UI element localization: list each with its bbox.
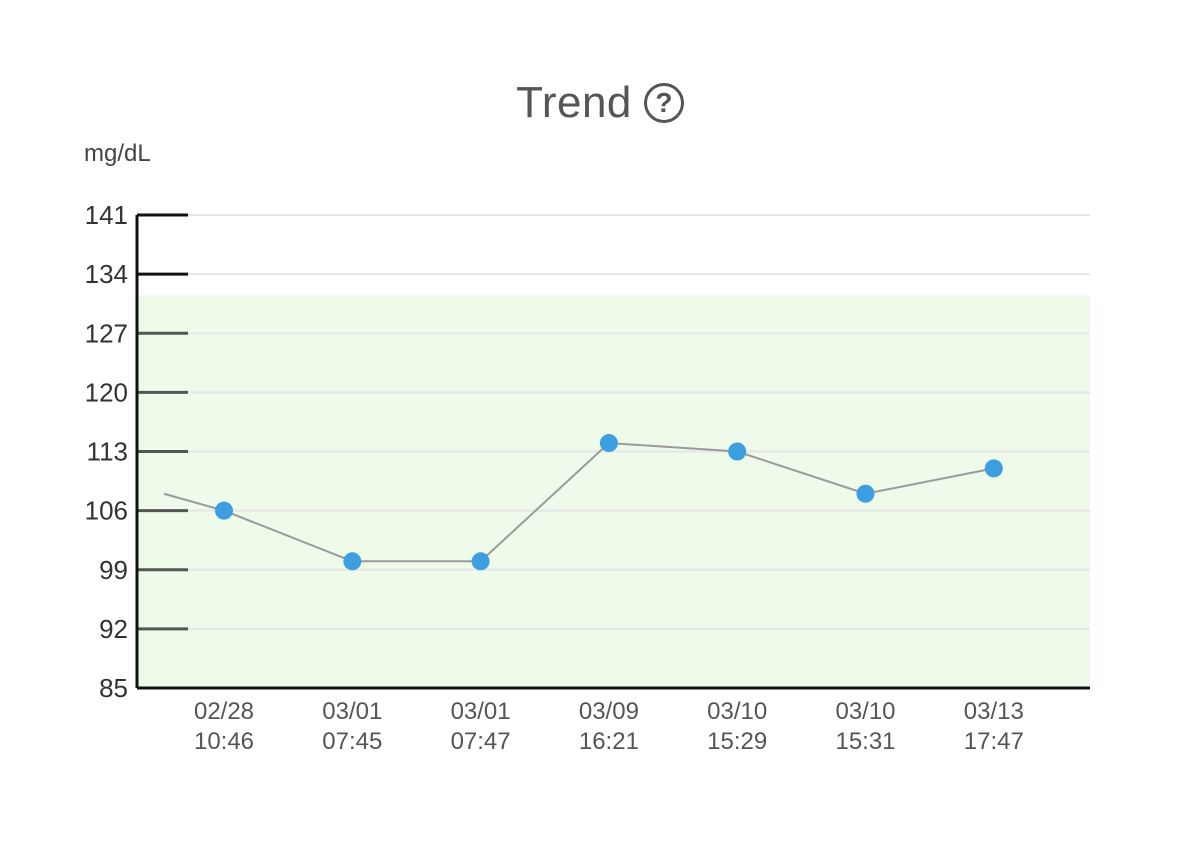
y-tick-label: 92 [99, 614, 128, 644]
x-tick-time-label: 07:45 [322, 728, 382, 755]
y-tick-label: 106 [85, 496, 128, 526]
y-tick-label: 99 [99, 555, 128, 585]
series-line [163, 442, 994, 563]
x-tick-date-label: 03/01 [451, 698, 511, 725]
data-point [215, 501, 233, 520]
x-tick-date-label: 03/13 [964, 698, 1024, 725]
y-tick-label: 85 [99, 673, 128, 703]
y-tick-label: 120 [85, 377, 128, 407]
x-tick-time-label: 17:47 [964, 728, 1024, 755]
x-tick-date-label: 03/01 [322, 698, 382, 725]
x-tick-time-label: 10:46 [194, 728, 254, 755]
target-range-band [137, 295, 1090, 688]
x-tick-date-label: 03/09 [579, 698, 639, 725]
data-point [728, 442, 747, 461]
x-tick-time-label: 15:31 [835, 728, 895, 755]
x-tick-time-label: 15:29 [707, 728, 767, 755]
data-point [599, 434, 618, 453]
y-tick-label: 113 [87, 437, 128, 467]
help-icon[interactable]: ? [643, 83, 684, 123]
x-tick-time-label: 07:47 [451, 728, 511, 755]
data-point [343, 552, 362, 571]
chart-title-row: Trend ? [0, 78, 1200, 128]
y-axis-unit-label: mg/dL [84, 140, 151, 167]
data-point [856, 484, 875, 503]
x-tick-date-label: 03/10 [835, 698, 895, 725]
chart-title: Trend [516, 78, 632, 127]
y-tick-label: 127 [85, 318, 128, 348]
data-point [471, 552, 490, 571]
y-tick-label: 141 [85, 200, 128, 230]
x-tick-date-label: 02/28 [194, 698, 254, 725]
x-tick-date-label: 03/10 [707, 698, 767, 725]
x-tick-time-label: 16:21 [579, 728, 639, 755]
y-tick-label: 134 [85, 259, 128, 289]
data-point [984, 459, 1003, 478]
